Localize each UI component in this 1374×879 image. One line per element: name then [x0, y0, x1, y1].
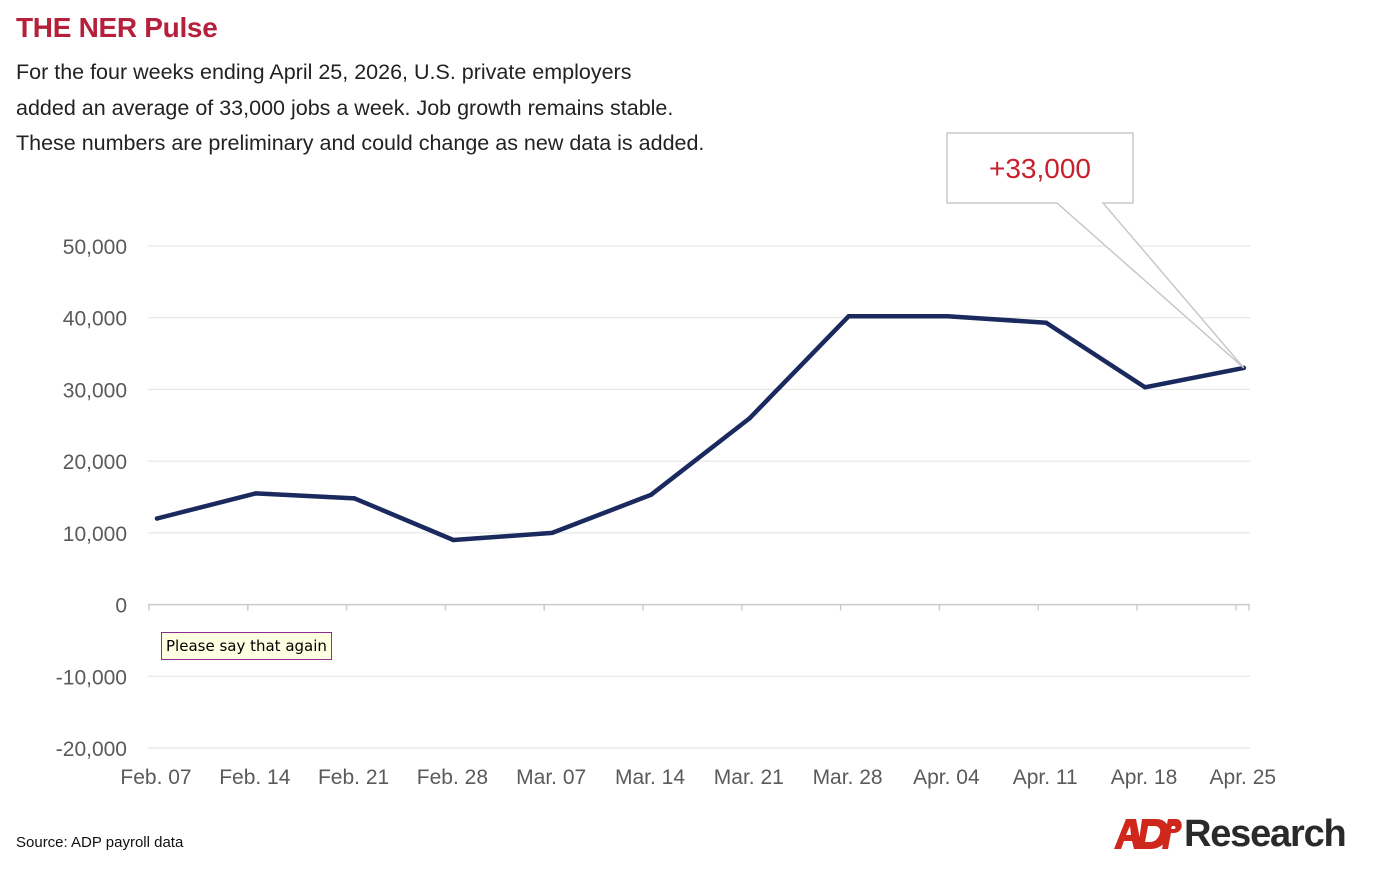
data-point — [1044, 320, 1049, 325]
data-point — [253, 491, 258, 496]
x-tick-label: Mar. 14 — [615, 766, 685, 789]
y-tick-label: 40,000 — [63, 308, 127, 331]
data-point — [1142, 385, 1148, 390]
chart-title: THE NER Pulse — [16, 12, 218, 43]
data-point — [352, 496, 357, 501]
data-point — [747, 415, 752, 421]
subtitle-line: added an average of 33,000 jobs a week. … — [16, 95, 674, 120]
chart-subtitle: For the four weeks ending April 25, 2026… — [16, 55, 916, 162]
subtitle-line: These numbers are preliminary and could … — [16, 131, 705, 155]
y-tick-label: 30,000 — [63, 379, 127, 402]
tooltip: Please say that again — [161, 632, 332, 660]
y-tick-label: -20,000 — [56, 738, 127, 761]
callout-label: +33,000 — [989, 153, 1091, 184]
source-note: Source: ADP payroll data — [16, 834, 184, 851]
x-tick-label: Apr. 18 — [1111, 766, 1178, 789]
x-tick-label: Mar. 07 — [516, 766, 586, 789]
adp-logo-icon — [1114, 819, 1182, 849]
subtitle-line: For the four weeks ending April 25, 2026… — [16, 60, 632, 84]
x-tick-label: Mar. 21 — [714, 766, 784, 789]
y-tick-label: -10,000 — [56, 666, 127, 689]
callout-box — [946, 132, 1245, 369]
x-tick-label: Apr. 04 — [913, 766, 980, 789]
y-tick-label: 50,000 — [63, 236, 127, 259]
y-tick-label: 0 — [115, 595, 127, 618]
x-tick-label: Feb. 14 — [219, 766, 291, 789]
adp-research-logo: Research — [1112, 812, 1347, 856]
data-point — [550, 530, 555, 536]
x-tick-label: Apr. 11 — [1013, 766, 1078, 789]
x-tick-label: Feb. 28 — [417, 766, 488, 789]
y-tick-label: 20,000 — [63, 451, 127, 474]
data-point — [154, 516, 160, 521]
data-point — [451, 537, 456, 543]
x-tick-label: Feb. 21 — [318, 766, 389, 789]
data-point — [945, 314, 950, 319]
x-tick-label: Feb. 07 — [120, 766, 191, 789]
x-tick-label: Apr. 25 — [1210, 766, 1277, 789]
data-point — [648, 492, 654, 498]
y-tick-label: 10,000 — [63, 523, 127, 546]
logo-wordmark: Research — [1184, 813, 1347, 855]
x-tick-label: Mar. 28 — [813, 766, 883, 789]
data-point — [846, 314, 851, 319]
series-line — [154, 314, 1247, 543]
